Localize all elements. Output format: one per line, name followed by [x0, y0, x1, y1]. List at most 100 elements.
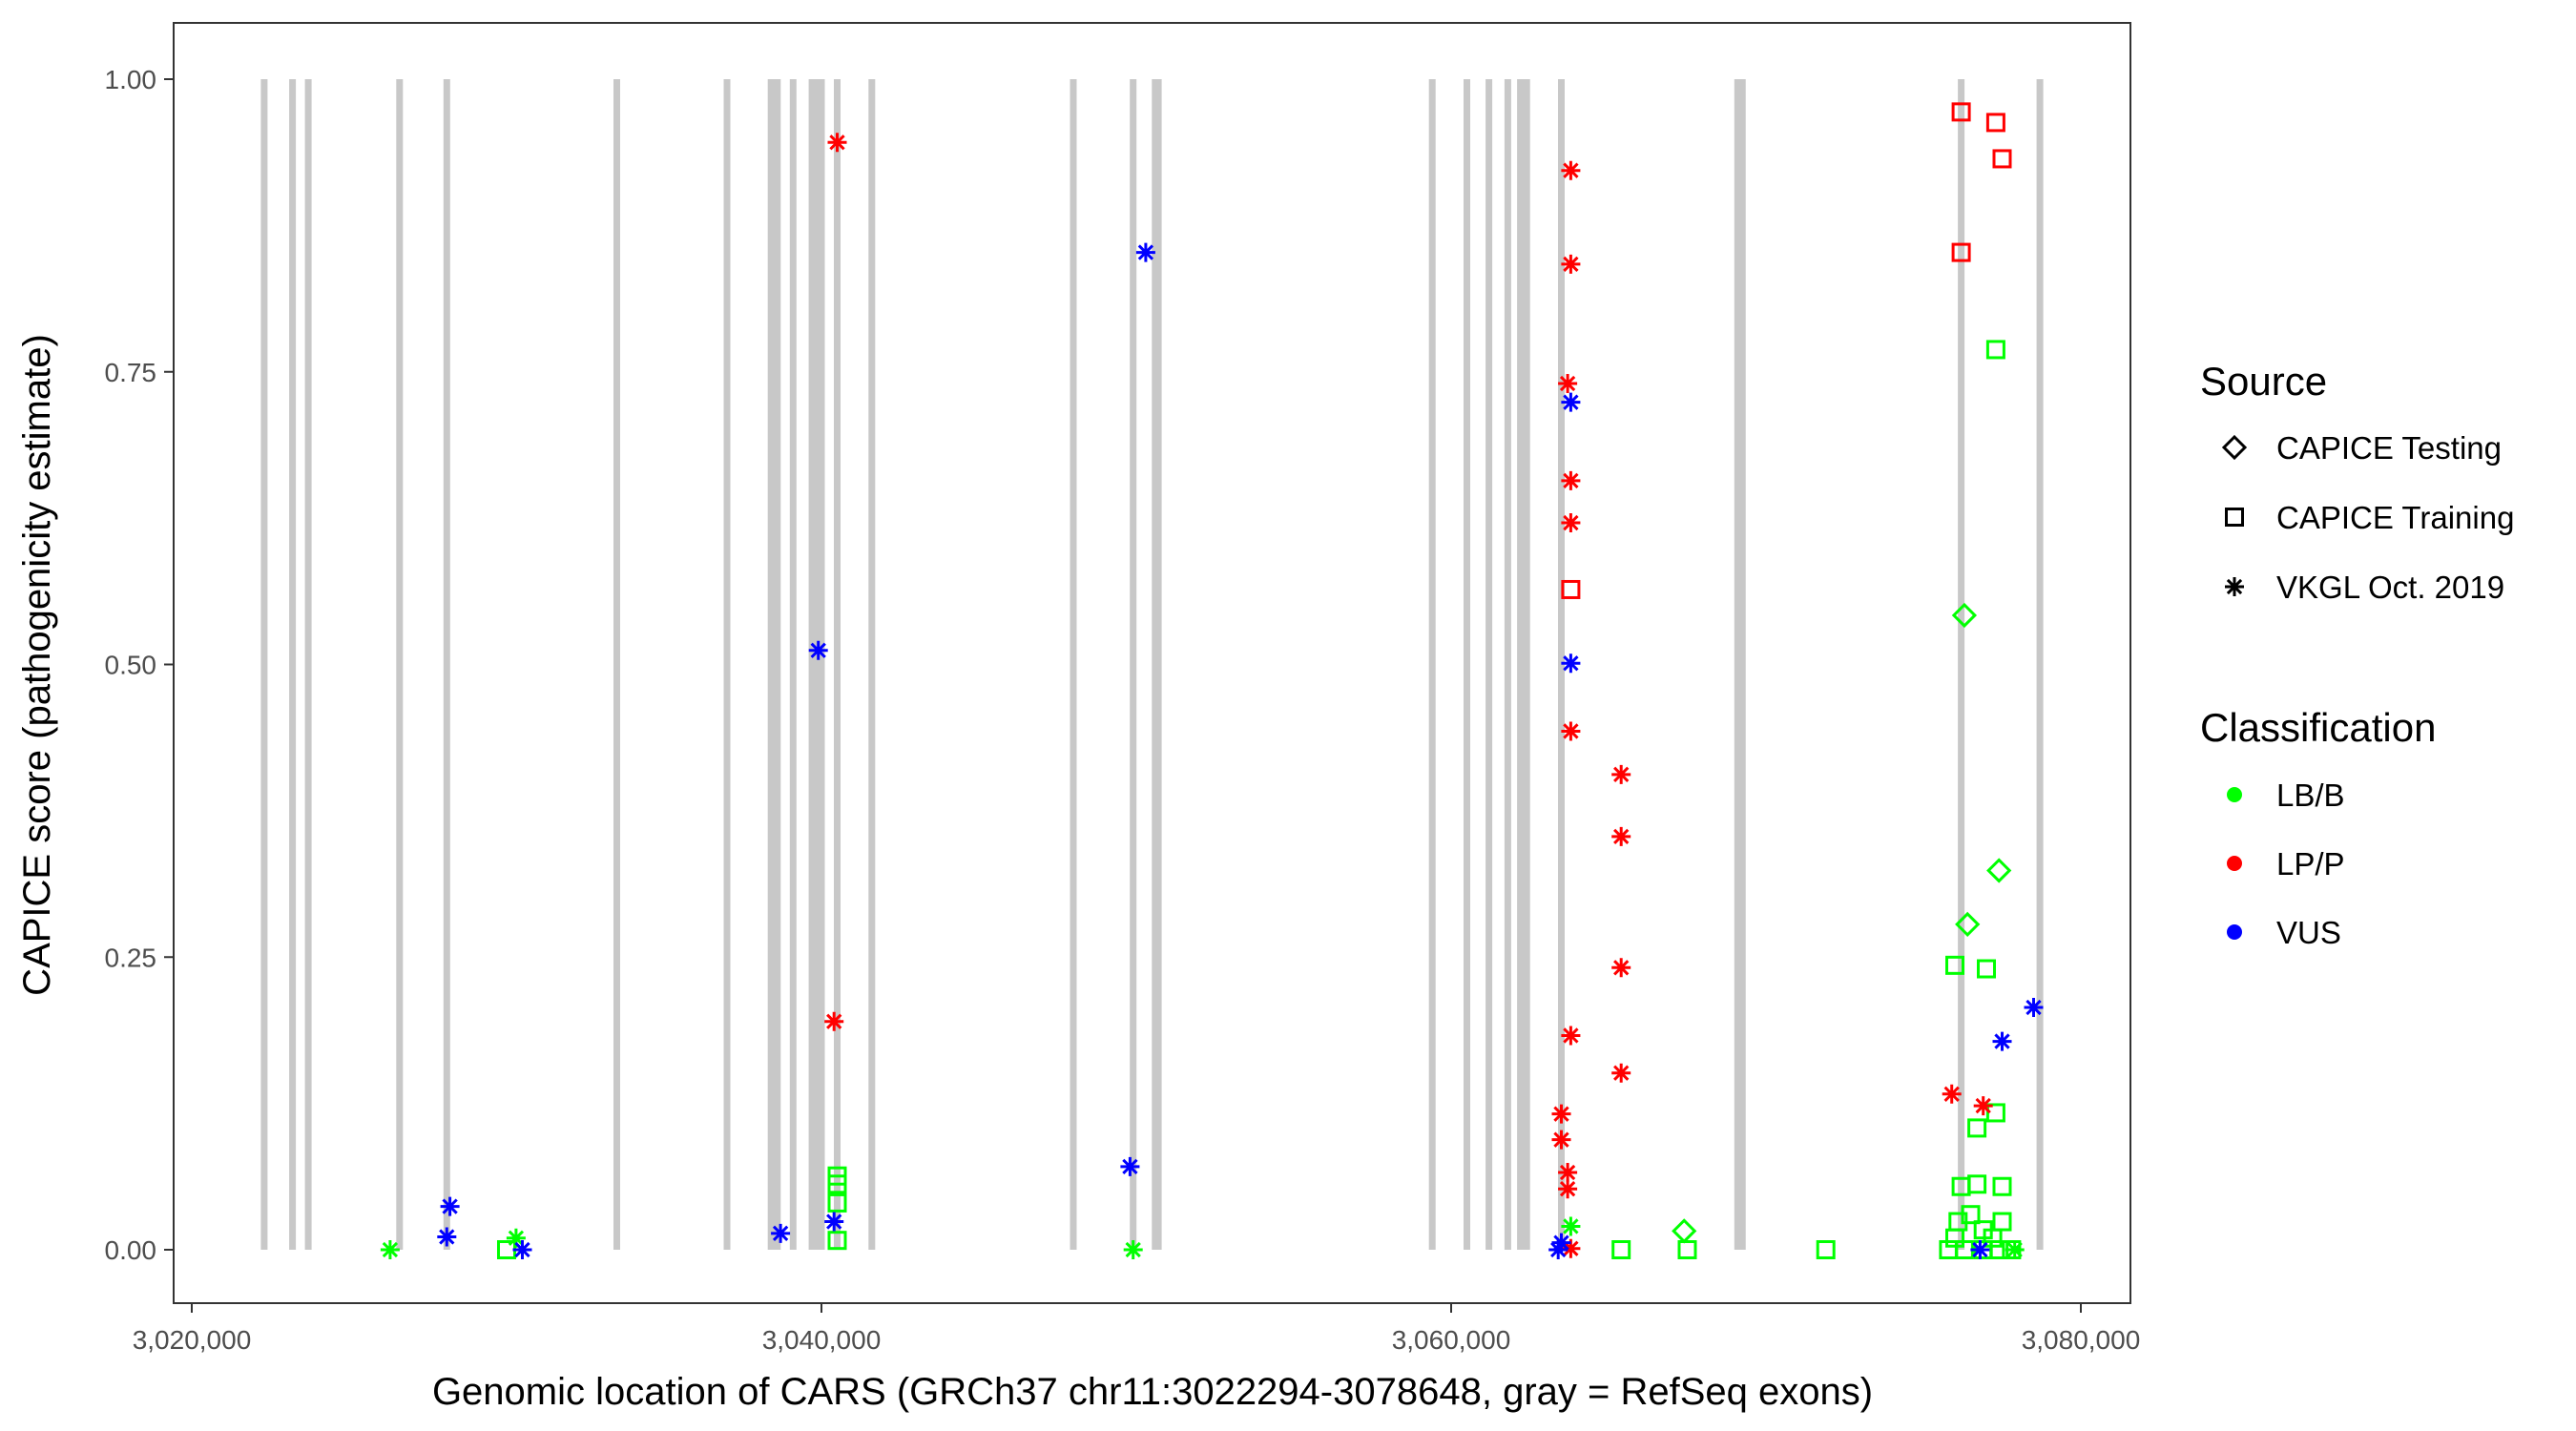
data-point	[1967, 1174, 1987, 1194]
x-tick-label: 3,080,000	[2022, 1325, 2141, 1355]
data-point	[1992, 149, 2012, 169]
data-points	[380, 102, 2044, 1259]
data-point	[1611, 958, 1631, 978]
data-point	[1551, 1233, 1571, 1253]
data-point	[497, 1240, 516, 1259]
data-point	[1672, 1218, 1697, 1244]
exon-band	[1523, 79, 1530, 1250]
data-point	[1611, 826, 1631, 846]
data-point	[1561, 1026, 1581, 1046]
exon-band	[818, 79, 825, 1250]
data-point	[2002, 1240, 2022, 1259]
data-point	[1985, 1103, 2005, 1123]
data-point	[1939, 1240, 1959, 1259]
data-point	[1611, 1063, 1631, 1083]
y-axis-title: CAPICE score (pathogenicity estimate)	[16, 334, 58, 996]
data-point	[1951, 602, 1978, 629]
y-tick-label: 0.75	[105, 358, 157, 387]
x-tick-label: 3,060,000	[1392, 1325, 1511, 1355]
data-point	[1120, 1156, 1140, 1176]
data-point	[827, 1192, 847, 1213]
legend-source-label: CAPICE Testing	[2276, 430, 2502, 466]
data-point	[1951, 242, 1971, 262]
exon-band	[2036, 79, 2044, 1250]
exon-band	[774, 79, 781, 1250]
data-point	[1551, 1130, 1571, 1150]
data-point	[1123, 1240, 1143, 1259]
data-point	[1985, 113, 2005, 133]
data-point	[1561, 392, 1581, 412]
x-tick-label: 3,020,000	[133, 1325, 252, 1355]
data-point	[1135, 242, 1155, 262]
legend-class-label: VUS	[2276, 915, 2341, 950]
data-point	[1983, 1228, 2003, 1248]
y-tick-label: 0.50	[105, 651, 157, 680]
data-point	[824, 1212, 844, 1232]
data-point	[1548, 1240, 1568, 1259]
legend-source-label: VKGL Oct. 2019	[2276, 570, 2504, 605]
data-point	[380, 1240, 400, 1259]
data-point	[1561, 721, 1581, 741]
legend-source-title: Source	[2200, 359, 2327, 404]
legend-key-asterisk-icon	[2225, 577, 2244, 596]
data-point	[1561, 1216, 1581, 1236]
exon-band	[289, 79, 297, 1250]
y-axis: 0.00 0.25 0.50 0.75 1.00	[105, 65, 174, 1265]
legend-class-label: LB/B	[2276, 778, 2345, 813]
legend: Source CAPICE Testing CAPICE Training VKGL…	[2200, 359, 2514, 950]
exon-band	[1070, 79, 1077, 1250]
y-tick-label: 0.00	[105, 1235, 157, 1265]
data-point	[1951, 102, 1971, 122]
exon-band	[1485, 79, 1493, 1250]
data-point	[808, 640, 828, 660]
data-point	[2005, 1240, 2025, 1259]
exon-band	[789, 79, 797, 1250]
data-point	[1986, 858, 2012, 883]
data-point	[1955, 911, 1981, 938]
exon-band	[868, 79, 876, 1250]
data-point	[440, 1196, 460, 1216]
exon-band	[1504, 79, 1511, 1250]
data-point	[1985, 340, 2005, 360]
exon-band	[304, 79, 312, 1250]
data-point	[827, 1231, 847, 1251]
data-point	[1558, 374, 1578, 394]
data-point	[1558, 1179, 1578, 1199]
exon-band	[834, 79, 841, 1250]
data-point	[2024, 998, 2044, 1018]
legend-key-diamond-icon	[2221, 434, 2248, 461]
exon-band	[1958, 79, 1965, 1250]
exon-bands	[260, 79, 2044, 1250]
exon-band	[613, 79, 620, 1250]
x-tick-label: 3,040,000	[762, 1325, 882, 1355]
data-point	[1989, 1240, 2009, 1259]
data-point	[1967, 1118, 1987, 1138]
data-point	[1558, 1163, 1578, 1183]
data-point	[512, 1240, 532, 1259]
data-point	[1561, 160, 1581, 180]
data-point	[1561, 579, 1581, 599]
exon-band	[723, 79, 731, 1250]
plot-panel-border	[173, 22, 2131, 1304]
exon-band	[396, 79, 404, 1250]
exon-band	[260, 79, 268, 1250]
data-point	[1816, 1240, 1836, 1259]
exon-band	[1517, 79, 1525, 1250]
data-point	[1677, 1240, 1697, 1259]
exon-band	[1154, 79, 1162, 1250]
data-point	[1561, 513, 1581, 533]
data-point	[1561, 470, 1581, 490]
data-point	[824, 1011, 844, 1031]
y-tick-label: 0.25	[105, 943, 157, 972]
legend-key-square-icon	[2225, 508, 2244, 527]
exon-band	[443, 79, 450, 1250]
exon-band	[811, 79, 819, 1250]
data-point	[1970, 1240, 1990, 1259]
legend-key-dot-icon	[2227, 787, 2242, 802]
data-point	[1992, 1212, 2012, 1232]
data-point	[827, 133, 847, 153]
data-point	[1611, 1240, 1631, 1259]
data-point	[771, 1223, 791, 1243]
exon-band	[1464, 79, 1470, 1250]
